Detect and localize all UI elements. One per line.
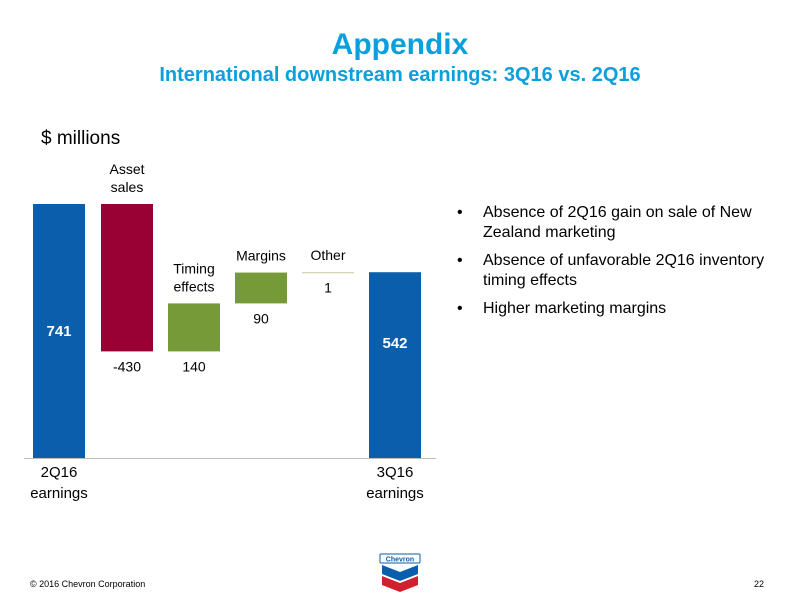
bullet-list: • Absence of 2Q16 gain on sale of New Zea…: [455, 203, 775, 327]
data-label: 542: [382, 335, 407, 352]
data-label: 140: [182, 358, 206, 374]
bullet-glyph: •: [457, 204, 463, 221]
bullet-text: Higher marketing margins: [483, 300, 667, 317]
bar-other: [302, 272, 354, 274]
bar-2q16-earnings: [33, 204, 85, 458]
category-label: Margins: [236, 248, 286, 264]
category-label: earnings: [30, 485, 88, 502]
waterfall-chart: 741 2Q16 earnings -430 Asset sales 140 Timing ef…: [24, 161, 436, 502]
category-label: Timing: [173, 260, 215, 276]
bar-timing-effects: [168, 303, 220, 352]
chevron-logo: Chevron: [379, 553, 421, 592]
unit-label: $ millions: [41, 128, 121, 149]
data-label: 741: [46, 323, 71, 340]
category-label: effects: [174, 278, 215, 294]
slide-title: Appendix: [331, 28, 469, 61]
bar-3q16-earnings: [369, 272, 421, 458]
category-label: Asset: [109, 161, 144, 177]
page-number: 22: [753, 579, 764, 589]
footer-copyright: © 2016 Chevron Corporation: [30, 579, 146, 589]
bullet-text: Absence of unfavorable 2Q16 inventory ti…: [483, 252, 765, 289]
category-label: earnings: [366, 485, 424, 502]
category-label: Other: [310, 247, 345, 263]
category-label: 2Q16: [41, 464, 78, 481]
data-label: -430: [113, 358, 141, 374]
bullet-item: • Absence of 2Q16 gain on sale of New Zea…: [455, 203, 775, 243]
bullet-item: • Higher marketing margins: [455, 299, 775, 319]
category-label: 3Q16: [377, 464, 414, 481]
bar-margins: [235, 272, 287, 304]
data-label: 90: [253, 310, 269, 326]
bullet-glyph: •: [457, 300, 463, 317]
bar-asset-sales: [101, 204, 153, 352]
bullet-text: Absence of 2Q16 gain on sale of New Zeal…: [483, 204, 752, 241]
bullet-glyph: •: [457, 252, 463, 269]
bullet-item: • Absence of unfavorable 2Q16 inventory t…: [455, 251, 775, 291]
category-label: sales: [111, 179, 144, 195]
slide-subtitle: International downstream earnings: 3Q16 …: [159, 64, 641, 86]
logo-wordmark: Chevron: [386, 557, 414, 564]
data-label: 1: [324, 280, 332, 296]
